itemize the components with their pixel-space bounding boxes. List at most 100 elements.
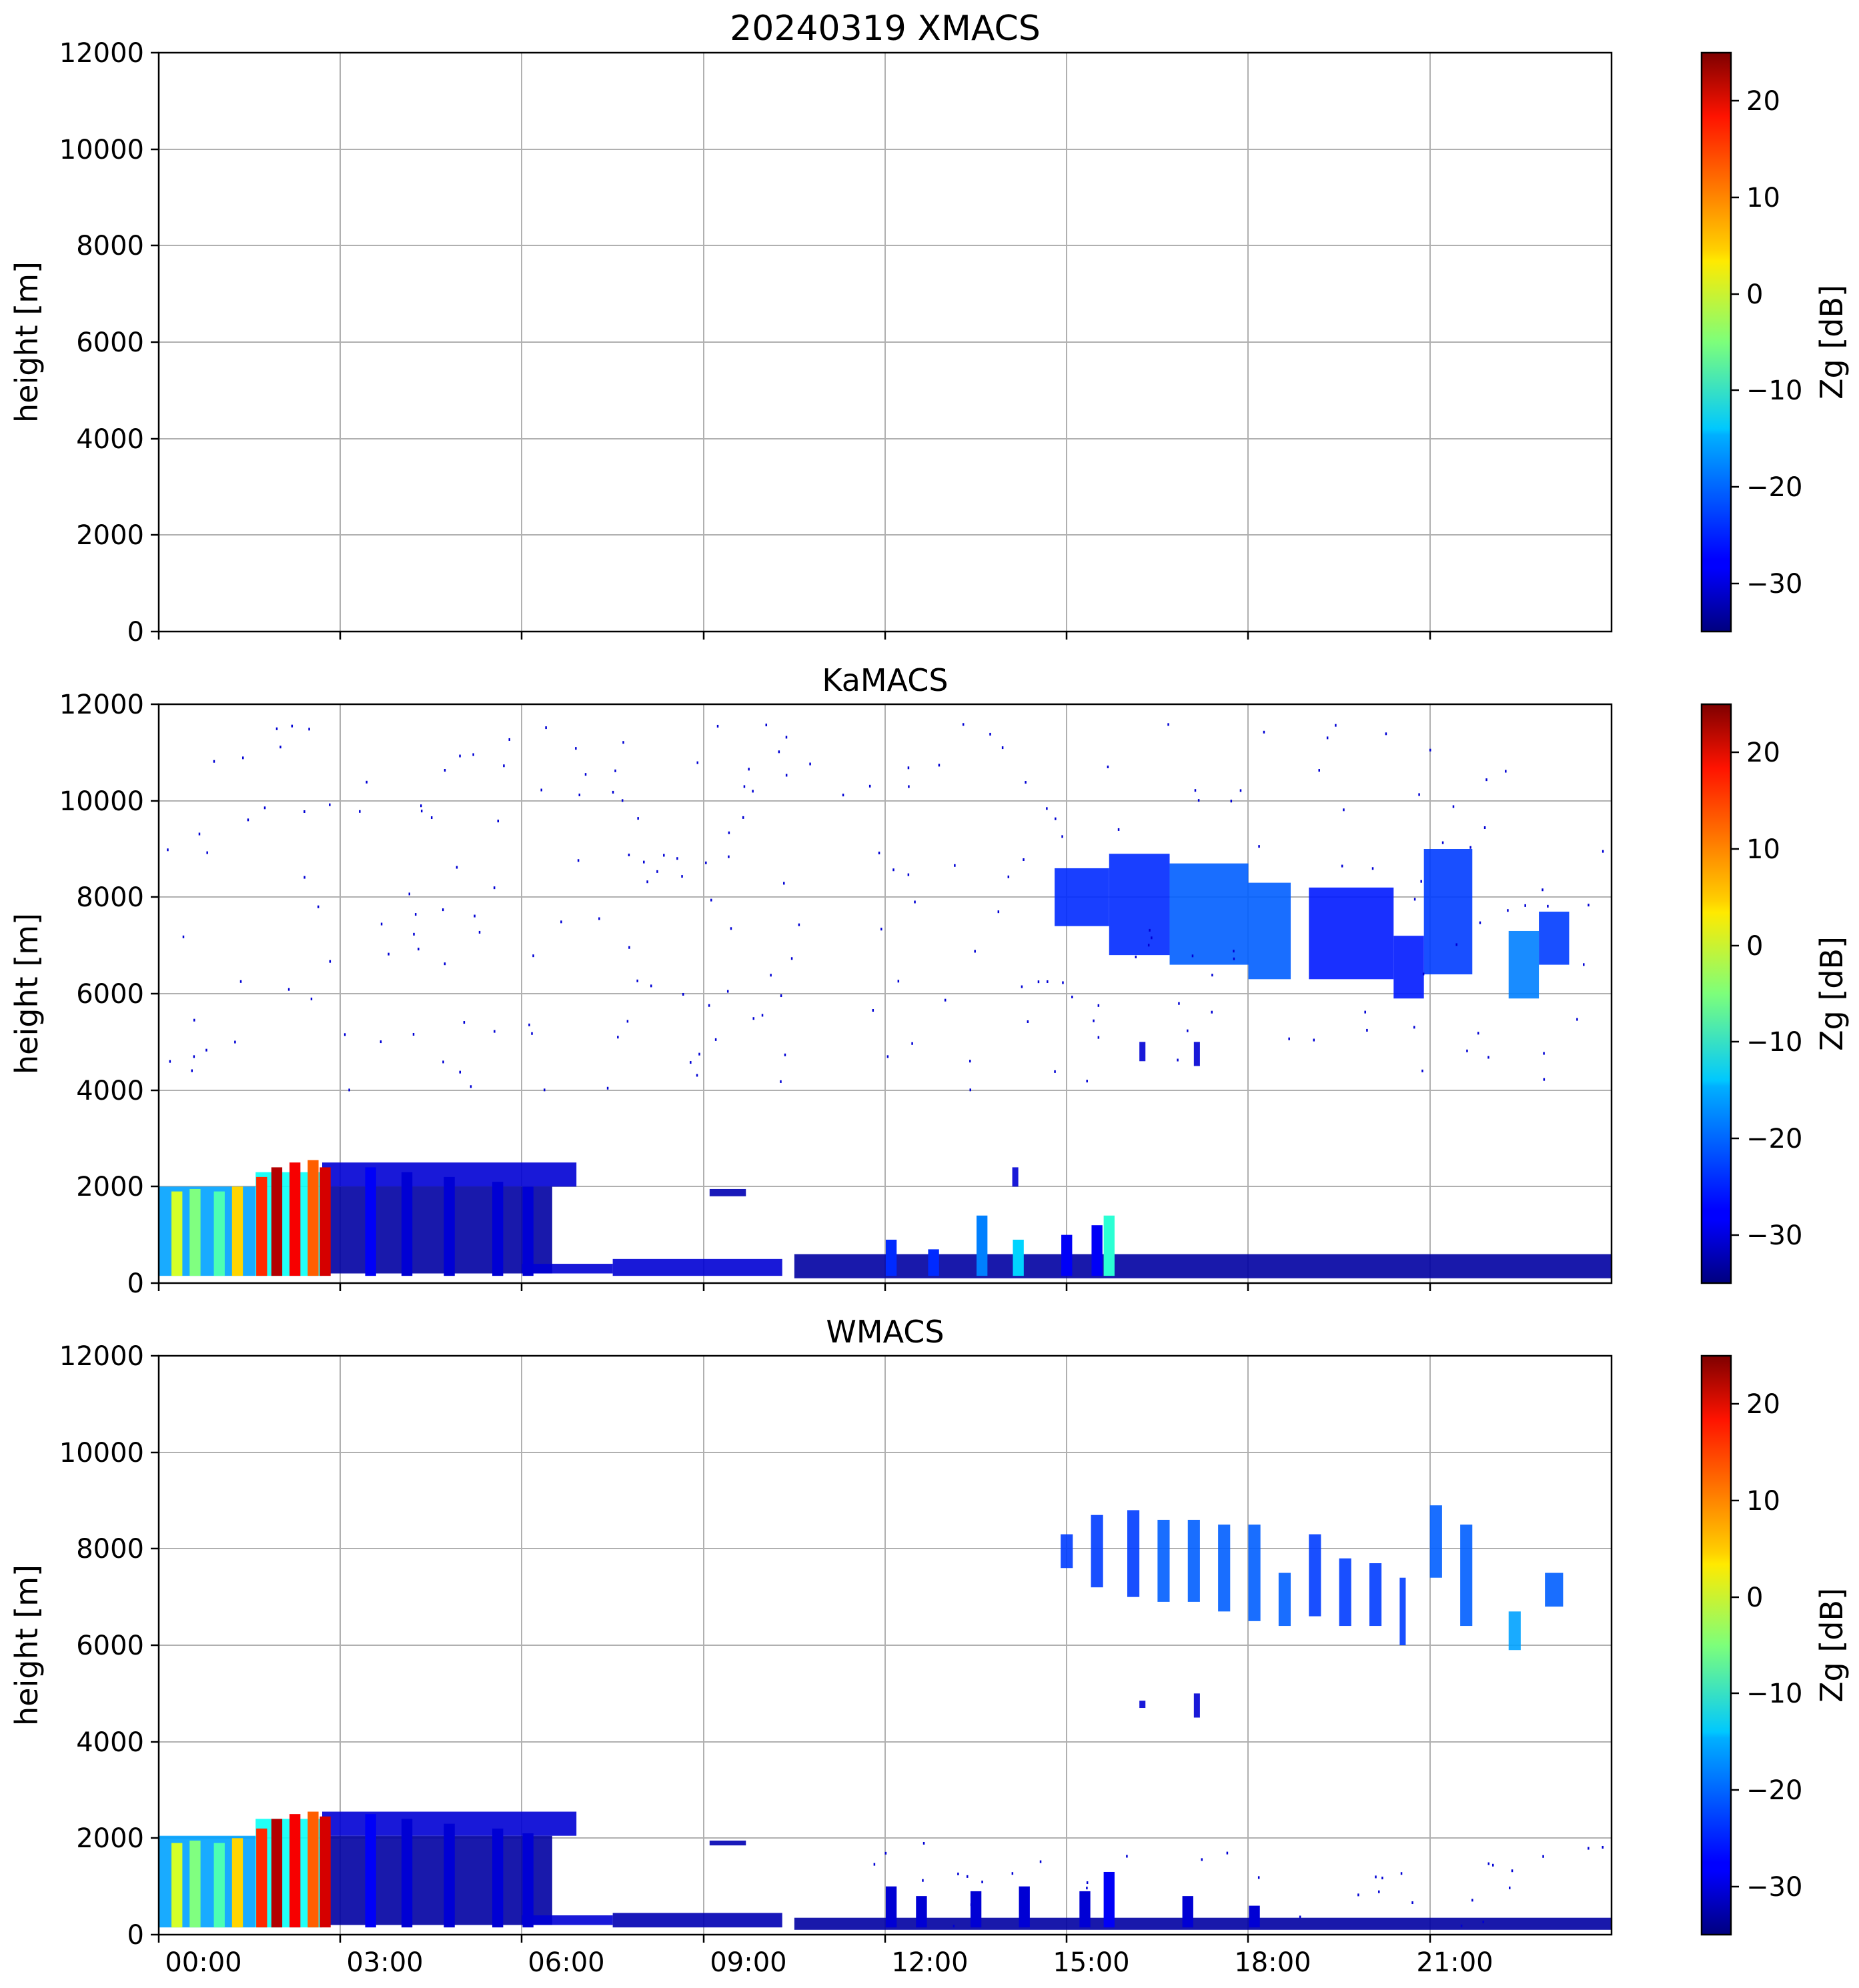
wmacs-noise-pixel xyxy=(1299,1915,1301,1919)
kamacs-noise-pixel xyxy=(575,747,577,750)
kamacs-noise-pixel xyxy=(1413,1026,1415,1029)
kamacs-noise-pixel xyxy=(728,855,730,858)
kamacs-noise-pixel xyxy=(310,997,313,1000)
wmacs-noise-pixel xyxy=(1482,1920,1485,1923)
kamacs-noise-pixel xyxy=(1086,1080,1088,1083)
wmacs-precip-column-3 xyxy=(231,1838,243,1928)
kamacs-noise-pixel xyxy=(205,1048,207,1052)
kamacs-noise-pixel xyxy=(198,832,201,836)
kamacs-noise-pixel xyxy=(474,914,476,918)
kamacs-echo-region-16 xyxy=(1139,1042,1146,1062)
wmacs-ytick-label: 6000 xyxy=(76,1631,144,1661)
kamacs-echo-region-4 xyxy=(522,1264,613,1274)
kamacs-noise-pixel xyxy=(413,932,415,936)
kamacs-noise-pixel xyxy=(614,769,616,772)
kamacs-noise-pixel xyxy=(1343,808,1345,812)
kamacs-echo-region-6 xyxy=(709,1188,746,1196)
wmacs-echo-region-20 xyxy=(1460,1525,1473,1627)
kamacs-noise-pixel xyxy=(1466,1049,1468,1052)
kamacs-ytick-label: 0 xyxy=(127,1268,144,1299)
wmacs-cbar-tick-label: −20 xyxy=(1746,1775,1802,1806)
kamacs-noise-pixel xyxy=(868,784,871,788)
kamacs-noise-pixel xyxy=(1418,793,1420,796)
kamacs-noise-pixel xyxy=(969,1088,972,1092)
kamacs-noise-pixel xyxy=(1037,980,1040,984)
kamacs-echo-region-14 xyxy=(1508,930,1539,999)
kamacs-noise-pixel xyxy=(650,984,652,988)
kamacs-noise-pixel xyxy=(714,1038,717,1041)
kamacs-precip-column-15 xyxy=(928,1249,939,1276)
kamacs-noise-pixel xyxy=(1364,1010,1366,1014)
wmacs-ytick-label: 4000 xyxy=(76,1727,144,1758)
wmacs-precip-column-6 xyxy=(289,1814,301,1928)
kamacs-noise-pixel xyxy=(1341,864,1343,868)
kamacs-noise-pixel xyxy=(785,774,788,777)
kamacs-noise-pixel xyxy=(598,917,600,920)
kamacs-noise-pixel xyxy=(344,1033,346,1036)
kamacs-noise-pixel xyxy=(560,920,562,924)
kamacs-noise-pixel xyxy=(748,768,750,771)
kamacs-noise-pixel xyxy=(494,1030,496,1033)
kamacs-noise-pixel xyxy=(622,741,624,744)
kamacs-noise-pixel xyxy=(743,785,746,788)
wmacs-echo-region-14 xyxy=(1278,1573,1291,1627)
wmacs-panel: WMACS 0 2000 4000 xyxy=(9,1314,1850,1978)
xtick-label-0900: 09:00 xyxy=(710,1947,786,1978)
kamacs-noise-pixel xyxy=(752,790,754,793)
kamacs-noise-pixel xyxy=(1149,928,1151,932)
kamacs-panel: KaMACS 0 2000 4000 xyxy=(9,662,1850,1299)
wmacs-noise-pixel xyxy=(1460,1924,1463,1927)
kamacs-noise-pixel xyxy=(974,950,976,953)
kamacs-noise-pixel xyxy=(1093,1019,1095,1022)
kamacs-noise-pixel xyxy=(1576,1018,1578,1021)
kamacs-colorbar-ticks: 20 10 0 −10 −20 −30 xyxy=(1731,738,1802,1251)
xmacs-cbar-tick-label: 0 xyxy=(1746,279,1763,310)
wmacs-echo-region-5 xyxy=(612,1913,782,1928)
kamacs-noise-pixel xyxy=(696,761,698,764)
kamacs-noise-pixel xyxy=(656,870,658,873)
wmacs-noise-pixel xyxy=(884,1851,887,1855)
wmacs-noise-pixel xyxy=(1542,1855,1544,1858)
kamacs-echo-region-10 xyxy=(1248,882,1291,980)
kamacs-precip-column-17 xyxy=(1013,1239,1024,1276)
kamacs-noise-pixel xyxy=(193,1018,195,1022)
kamacs-echo-region-13 xyxy=(1423,849,1473,975)
wmacs-echo-region-13 xyxy=(1248,1525,1261,1621)
wmacs-echo-region-16 xyxy=(1339,1558,1351,1627)
kamacs-noise-pixel xyxy=(1135,955,1137,958)
wmacs-echo-region-15 xyxy=(1309,1534,1321,1617)
kamacs-noise-pixel xyxy=(444,769,446,772)
kamacs-noise-pixel xyxy=(1429,748,1431,752)
kamacs-noise-pixel xyxy=(1054,1070,1056,1073)
wmacs-noise-pixel xyxy=(1201,1858,1203,1861)
kamacs-noise-pixel xyxy=(907,873,910,876)
wmacs-noise-pixel xyxy=(953,1925,955,1928)
xtick-label-1800: 18:00 xyxy=(1234,1947,1311,1978)
kamacs-noise-pixel xyxy=(287,988,290,991)
wmacs-title: WMACS xyxy=(826,1314,944,1350)
kamacs-noise-pixel xyxy=(1588,904,1590,907)
kamacs-noise-pixel xyxy=(676,857,678,860)
wmacs-noise-pixel xyxy=(1492,1863,1494,1867)
wmacs-reflectivity-plot xyxy=(159,1505,1612,1930)
kamacs-noise-pixel xyxy=(508,738,510,741)
kamacs-y-axis-label: height [m] xyxy=(9,913,45,1074)
kamacs-noise-pixel xyxy=(682,992,684,996)
kamacs-echo-region-15 xyxy=(1539,912,1570,965)
kamacs-noise-pixel xyxy=(1071,995,1073,998)
wmacs-noise-pixel xyxy=(1487,1862,1490,1865)
kamacs-echo-region-18 xyxy=(1012,1167,1019,1187)
wmacs-colorbar-ticks: 20 10 0 −10 −20 −30 xyxy=(1731,1389,1802,1903)
kamacs-noise-pixel xyxy=(908,785,910,788)
wmacs-noise-pixel xyxy=(1375,1875,1377,1879)
kamacs-noise-pixel xyxy=(1047,980,1049,983)
kamacs-noise-pixel xyxy=(279,746,281,749)
kamacs-noise-pixel xyxy=(1061,835,1063,838)
kamacs-reflectivity-plot xyxy=(159,723,1612,1278)
xmacs-cbar-tick-label: −20 xyxy=(1746,472,1802,503)
kamacs-noise-pixel xyxy=(730,927,732,930)
wmacs-noise-pixel xyxy=(1226,1851,1229,1855)
kamacs-noise-pixel xyxy=(1413,898,1416,901)
kamacs-noise-pixel xyxy=(1263,730,1265,734)
